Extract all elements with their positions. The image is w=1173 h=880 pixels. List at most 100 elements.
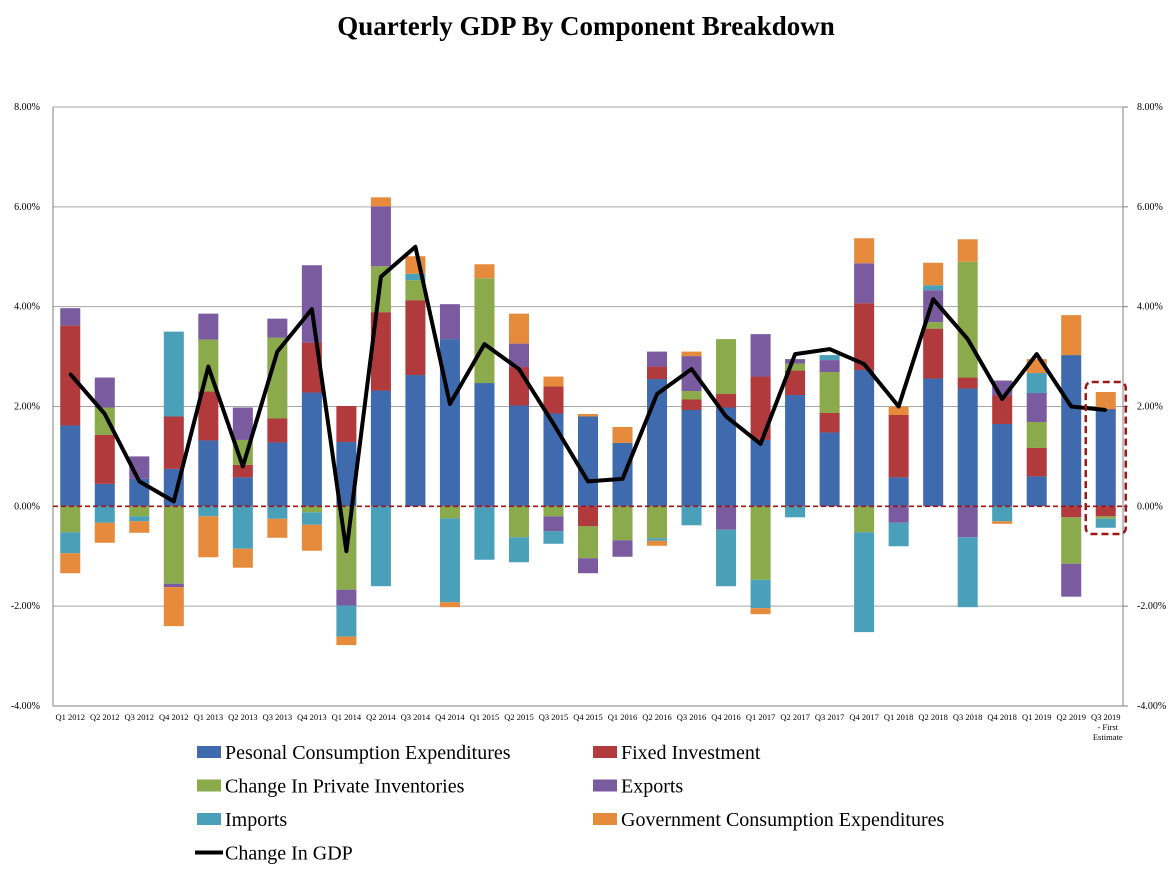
bar-segment-series-3 [785,359,806,364]
x-tick-label: Q4 2012 [159,712,189,722]
bar-segment-series-1 [232,464,253,478]
bar-segment-series-3 [370,206,391,267]
bar-segment-series-3 [439,304,460,340]
bar-segment-series-2 [474,278,495,384]
bar-segment-series-2 [508,506,529,538]
bar-segment-series-0 [405,375,426,507]
bar-segment-series-3 [750,334,771,377]
bar-segment-series-2 [1026,421,1047,448]
gdp-point [551,422,555,426]
bar-segment-series-0 [992,423,1013,507]
x-tick-label: Q1 2017 [746,712,776,722]
y-tick-label-left: 4.00% [14,302,40,313]
y-tick-label-right: 8.00% [1137,102,1163,113]
bar-segment-series-2 [854,506,875,533]
bar-segment-series-3 [612,540,633,557]
bar-segment-series-4 [819,355,840,361]
gdp-point [68,372,72,376]
gdp-point [724,414,728,418]
gdp-point [1069,405,1073,408]
bar-segment-series-0 [750,439,771,507]
x-tick-label: Q2 2012 [90,712,120,722]
x-tick-label: Q4 2016 [711,712,741,722]
bar-segment-series-0 [1095,409,1116,507]
x-tick-label: Q3 2017 [815,712,845,722]
bar-segment-series-5 [267,518,288,538]
bar-segment-series-3 [888,506,909,523]
bar-segment-series-0 [198,440,219,507]
gdp-point [172,499,176,503]
bar-segment-series-4 [750,579,771,609]
bar-segment-series-1 [267,418,288,443]
bar-segment-series-5 [1095,392,1116,409]
legend: Pesonal Consumption Expenditures Fixed In… [195,742,945,865]
gdp-point [344,549,348,553]
bar-segment-series-5 [750,608,771,615]
bar-segment-series-0 [508,405,529,507]
x-tick-label: Q1 2014 [332,712,362,722]
gdp-point [897,405,901,408]
bar-segment-series-3 [508,343,529,368]
bar-segment-series-3 [267,318,288,338]
bar-segment-series-4 [405,273,426,281]
bar-segment-series-3 [647,351,668,367]
bar-segment-series-3 [198,313,219,340]
legend-swatch [197,779,221,792]
bar-segment-series-4 [474,507,495,560]
bar-segment-series-1 [1061,506,1082,518]
gdp-point [828,347,832,351]
bar-segment-series-5 [163,587,184,627]
x-tick-label: Q1 2015 [470,712,500,722]
bar-segment-series-5 [94,522,115,543]
bar-segment-series-2 [785,363,806,371]
bar-segment-series-2 [543,506,564,517]
x-tick-label: Q3 2015 [539,712,569,722]
bar-segment-series-3 [957,506,978,538]
x-tick-label: Q1 2016 [608,712,638,722]
bar-segment-series-1 [681,399,702,410]
gdp-point [206,365,210,369]
x-tick-label: Q2 2013 [228,712,258,722]
bar-segment-series-5 [336,636,357,646]
x-tick-label: Q2 2015 [504,712,534,722]
bar-segment-series-1 [819,412,840,433]
bar-segment-series-4 [60,532,81,554]
bar-segment-series-0 [1026,476,1047,507]
bar-segment-series-4 [508,537,529,563]
bar-segment-series-4 [647,538,668,541]
bar-segment-series-0 [1061,355,1082,507]
bar-segment-series-5 [543,376,564,387]
gdp-point [655,392,659,396]
bar-segment-series-3 [301,265,322,343]
bar-segment-series-1 [854,303,875,371]
x-tick-sublabel: Estimate [1093,732,1123,742]
gdp-point [517,367,521,371]
bar-segment-series-1 [750,376,771,440]
legend-swatch [593,746,617,758]
bar-segment-series-5 [1061,315,1082,356]
gdp-point [931,297,935,301]
bar-segment-series-1 [992,395,1013,424]
bar-segment-series-1 [716,394,737,408]
bar-segment-series-3 [1026,393,1047,422]
y-tick-label-left: 2.00% [14,402,40,413]
bar-segment-series-5 [612,426,633,443]
bar-segment-series-2 [716,339,737,395]
bar-segment-series-1 [543,386,564,414]
bar-segment-series-5 [957,239,978,262]
bar-segment-series-3 [577,558,599,574]
bar-segment-series-0 [577,416,599,507]
x-tick-sublabel: - First [1097,722,1118,732]
y-tick-label-left: -4.00% [11,701,40,712]
legend-swatch [197,813,221,825]
bar-segment-series-4 [336,605,357,637]
bar-segment-series-5 [232,548,253,568]
bar-segment-series-0 [888,477,909,507]
bar-segment-series-5 [888,406,909,415]
bar-segment-series-5 [474,264,495,279]
bar-segment-series-0 [785,395,806,507]
legend-label: Government Consumption Expenditures [621,809,945,831]
bar-segment-series-2 [267,337,288,419]
bar-segment-series-5 [992,521,1013,524]
